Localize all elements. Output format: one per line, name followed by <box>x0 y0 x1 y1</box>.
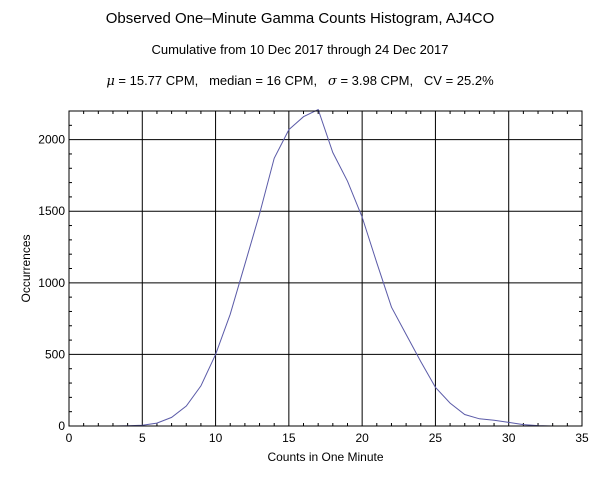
x-tick-label: 30 <box>502 431 516 445</box>
y-tick-label: 500 <box>45 347 65 361</box>
chart-subtitle: Cumulative from 10 Dec 2017 through 24 D… <box>151 42 449 57</box>
series-line <box>112 108 553 427</box>
y-tick-label: 2000 <box>38 133 65 147</box>
sigma-symbol: σ <box>327 74 337 89</box>
chart-title: Observed One–Minute Gamma Counts Histogr… <box>105 10 495 27</box>
x-tick-label: 10 <box>209 431 223 445</box>
x-tick-label: 15 <box>282 431 296 445</box>
x-tick-label: 20 <box>355 431 369 445</box>
y-tick-label: 0 <box>58 419 65 433</box>
y-tick-label: 1000 <box>38 276 65 290</box>
plot-frame <box>68 110 583 427</box>
chart-stats-line: μ = 15.77 CPM, median = 16 CPM, σ = 3.98… <box>0 73 600 89</box>
sigma-cv-text: = 3.98 CPM, CV = 25.2% <box>336 73 494 88</box>
x-tick-label: 5 <box>139 431 146 445</box>
mu-median-text: = 15.77 CPM, median = 16 CPM, <box>114 73 328 88</box>
y-axis-label: Occurrences <box>19 234 33 302</box>
mu-symbol: μ <box>106 74 115 89</box>
x-tick-label: 0 <box>66 431 73 445</box>
x-tick-label: 25 <box>429 431 443 445</box>
x-axis-label: Counts in One Minute <box>267 450 383 464</box>
x-tick-label: 35 <box>575 431 589 445</box>
y-tick-label: 1500 <box>38 204 65 218</box>
